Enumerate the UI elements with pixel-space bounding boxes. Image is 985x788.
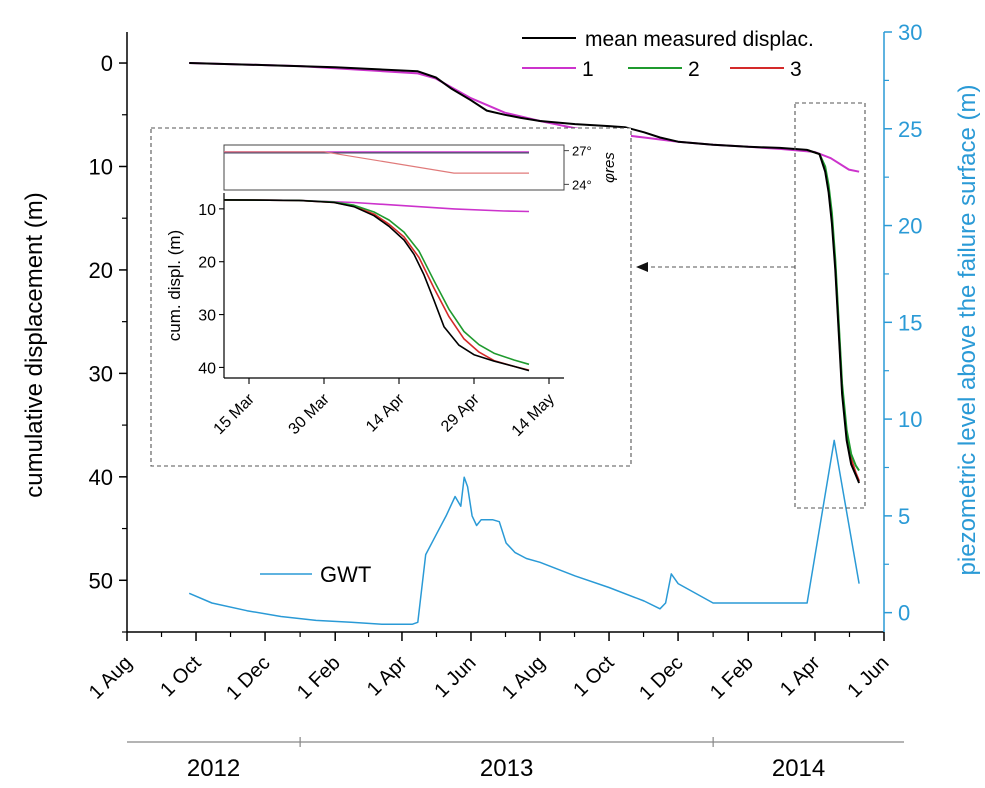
y-tick-label-right: 5 <box>898 504 910 529</box>
year-label: 2014 <box>772 755 825 782</box>
y-tick-label-left: 50 <box>89 568 113 593</box>
inset-phi-frame <box>223 144 565 191</box>
inset-pointer-arrowhead <box>636 262 648 272</box>
inset-series-line-measured <box>223 199 530 372</box>
y-tick-label-left: 40 <box>89 465 113 490</box>
inset-phi-tick-label: 27° <box>572 144 592 159</box>
y-tick-label-right: 30 <box>898 20 922 45</box>
legend-label-1: 1 <box>582 58 594 81</box>
y-axis-label-right: piezometric level above the failure surf… <box>954 85 981 576</box>
gwt-annotation-label: GWT <box>320 562 371 587</box>
year-label: 2012 <box>187 755 240 782</box>
inset-y-tick-label: 30 <box>198 308 216 325</box>
inset-border <box>150 127 632 467</box>
y-tick-label-left: 0 <box>101 51 113 76</box>
inset-y-tick-label: 40 <box>198 360 216 377</box>
failure-phase-box <box>794 102 866 509</box>
y-tick-label-right: 0 <box>898 601 910 626</box>
inset-phi-axis-label: φres <box>601 152 618 183</box>
y-axis-label-left: cumulative displacement (m) <box>21 192 48 497</box>
inset-phi-tick-label: 24° <box>572 177 592 192</box>
inset-y-tick-label: 20 <box>198 255 216 272</box>
series-line-measured <box>189 62 861 484</box>
inset-y-axis-label: cum. displ. (m) <box>165 230 184 341</box>
y-tick-label-right: 15 <box>898 310 922 335</box>
y-tick-label-right: 20 <box>898 214 922 239</box>
legend-label-measured: mean measured displac. <box>585 28 814 51</box>
y-tick-label-right: 25 <box>898 117 922 142</box>
inset-y-tick-label: 10 <box>198 202 216 219</box>
series-line-gwt <box>188 439 860 626</box>
legend-label-3: 3 <box>790 58 802 81</box>
y-tick-label-left: 30 <box>89 361 113 386</box>
gwt-annotation: GWT <box>260 562 371 587</box>
year-label: 2013 <box>480 755 533 782</box>
inset-phi-line-3 <box>224 151 529 174</box>
y-tick-label-left: 10 <box>89 154 113 179</box>
legend-label-2: 2 <box>688 58 700 81</box>
y-tick-label-left: 20 <box>89 258 113 283</box>
y-tick-label-right: 10 <box>898 407 922 432</box>
inset-series-line-2 <box>223 199 530 366</box>
legend: mean measured displac. 1 2 3 <box>522 28 814 81</box>
